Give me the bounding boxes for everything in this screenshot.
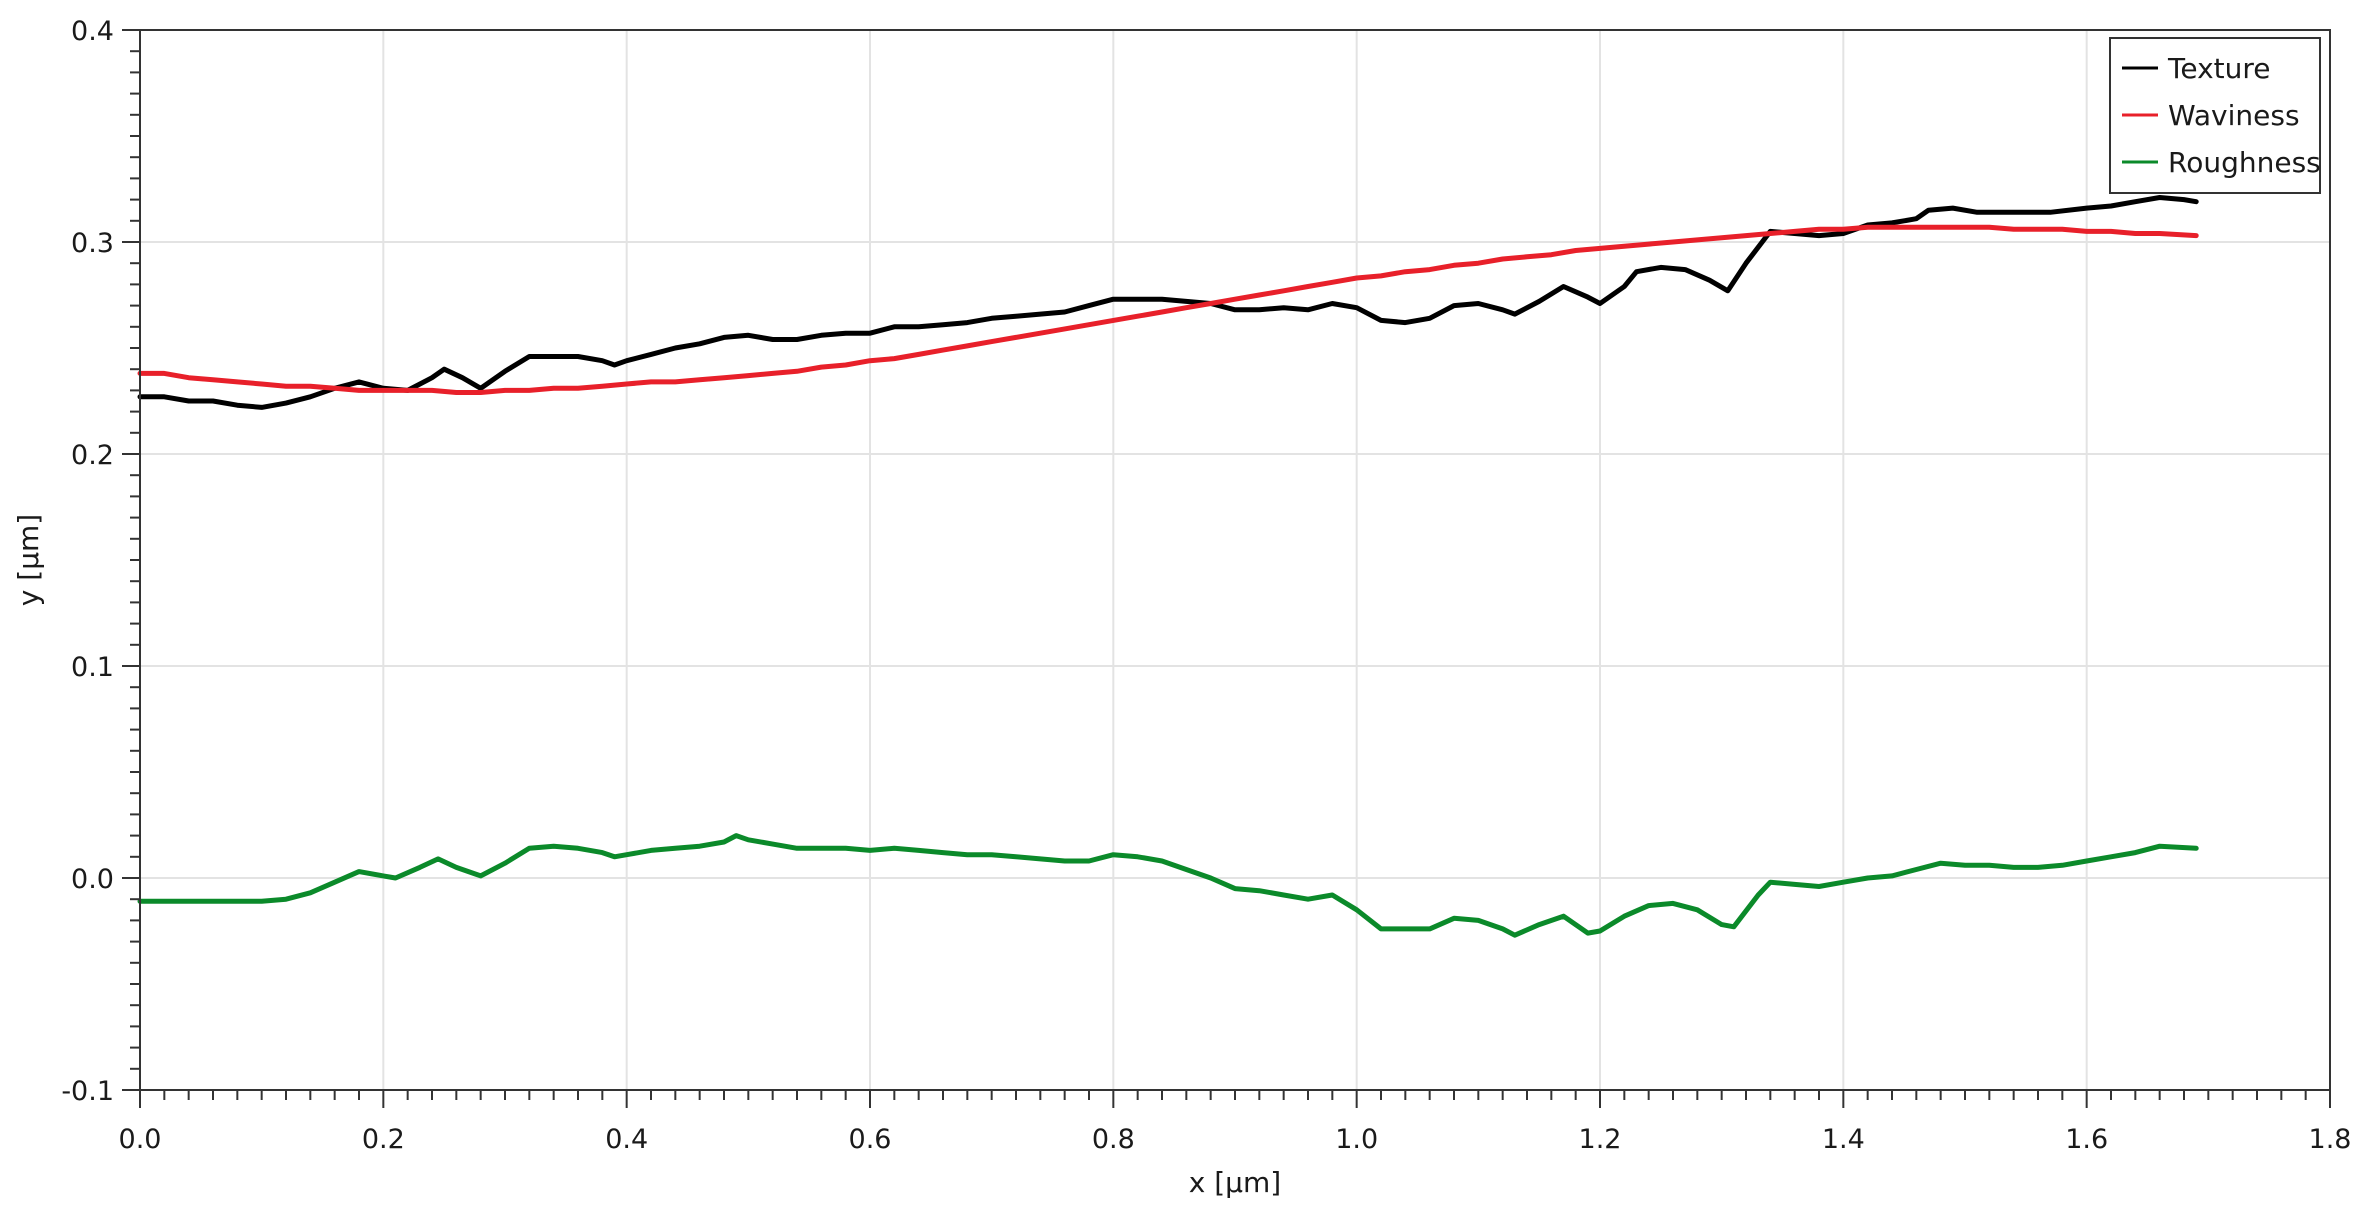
- y-tick-label: 0.3: [71, 228, 114, 259]
- legend-box: [2109, 37, 2321, 194]
- y-tick-label: 0.4: [71, 16, 114, 47]
- x-tick-label: 1.0: [1335, 1124, 1378, 1155]
- grid: [140, 30, 2330, 1090]
- legend-label-texture: Texture: [2167, 52, 2271, 85]
- series-line-waviness: [137, 224, 2199, 395]
- plot-frame: [139, 29, 2331, 1091]
- series-line-texture: [137, 195, 2199, 410]
- legend-label-waviness: Waviness: [2168, 99, 2300, 132]
- x-tick-label: 0.0: [119, 1124, 162, 1155]
- x-tick-label: 1.4: [1822, 1124, 1865, 1155]
- y-tick-label: 0.2: [71, 440, 114, 471]
- x-tick-label: 0.8: [1092, 1124, 1135, 1155]
- x-tick-label: 0.4: [605, 1124, 648, 1155]
- x-tick-label: 0.6: [849, 1124, 892, 1155]
- x-tick-label: 1.8: [2309, 1124, 2352, 1155]
- legend: Texture Waviness Roughness: [2109, 37, 2321, 194]
- x-tick-label: 1.6: [2065, 1124, 2108, 1155]
- x-tick-label: 0.2: [362, 1124, 405, 1155]
- y-tick-label: 0.0: [71, 864, 114, 895]
- series-lines: [137, 195, 2199, 938]
- axes: 0.0 0.2 0.4 0.6 0.8 1.0 1.2 1.4 1.6 1.8 0.4 0.3 0.2 0…: [61, 16, 2351, 1155]
- y-tick-label: 0.1: [71, 652, 114, 683]
- y-axis-title: y [µm]: [12, 514, 45, 606]
- x-axis-title: x [µm]: [1189, 1166, 1281, 1199]
- y-tick-label: -0.1: [61, 1076, 114, 1107]
- series-line-roughness: [137, 833, 2199, 938]
- legend-label-roughness: Roughness: [2168, 146, 2321, 179]
- x-tick-label: 1.2: [1579, 1124, 1622, 1155]
